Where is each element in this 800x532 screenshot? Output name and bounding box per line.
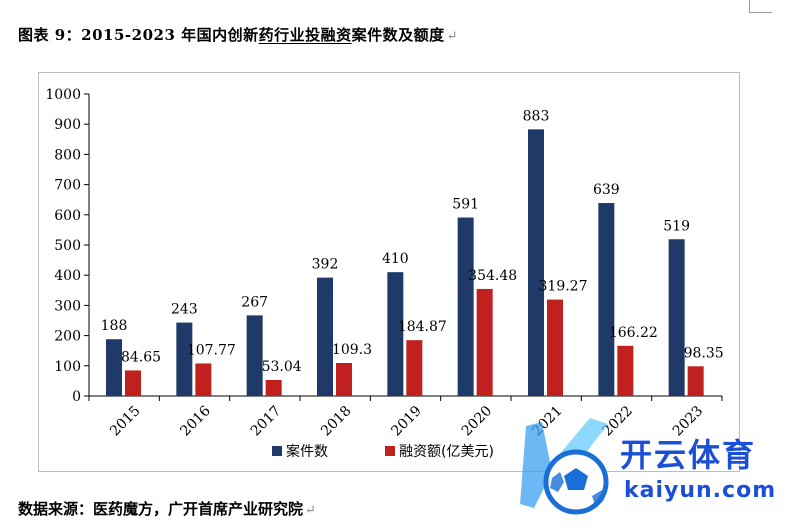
x-tick-label: 2019 <box>388 403 425 440</box>
y-tick-label: 600 <box>54 208 81 224</box>
bar-amount-2016 <box>195 363 212 396</box>
legend-swatch-cases <box>272 446 282 456</box>
bar-cases-2019 <box>387 272 404 396</box>
watermark-ball-icon <box>520 418 609 515</box>
data-label-cases: 519 <box>663 218 690 234</box>
x-tick-label: 2015 <box>107 403 144 440</box>
data-label-cases: 591 <box>452 197 479 213</box>
y-tick-label: 800 <box>54 147 81 163</box>
bar-amount-2023 <box>687 366 704 396</box>
data-label-amount: 109.3 <box>332 342 372 358</box>
data-label-cases: 392 <box>312 257 339 273</box>
data-label-amount: 53.04 <box>262 359 302 375</box>
data-label-amount: 98.35 <box>684 345 724 361</box>
data-label-amount: 107.77 <box>187 342 236 358</box>
data-label-amount: 84.65 <box>121 349 161 365</box>
bar-cases-2016 <box>176 322 193 396</box>
figure-title-underlined: 药行业投融资 <box>258 26 352 44</box>
y-tick-label: 100 <box>54 359 81 375</box>
x-tick-label: 2017 <box>248 403 285 440</box>
legend-swatch-amount <box>385 446 395 456</box>
return-mark-icon: ↵ <box>446 29 459 44</box>
data-label-amount: 166.22 <box>609 325 658 341</box>
bar-cases-2015 <box>106 339 122 396</box>
y-tick-label: 900 <box>54 117 81 133</box>
x-tick-label: 2016 <box>177 403 214 440</box>
figure-title-suffix: 案件数及额度 <box>351 26 445 44</box>
data-label-cases: 883 <box>523 108 550 124</box>
bar-cases-2021 <box>528 129 544 397</box>
bar-amount-2021 <box>547 299 563 396</box>
y-tick-label: 500 <box>54 238 81 254</box>
figure-title-prefix: 图表 9：2015-2023 年国内创新 <box>18 26 259 44</box>
data-label-cases: 639 <box>593 182 620 198</box>
data-label-cases: 188 <box>101 318 128 334</box>
source-note: 数据来源：医药魔方，广开首席产业研究院 ↵ <box>18 498 316 519</box>
data-label-amount: 184.87 <box>398 319 447 335</box>
figure-title: 图表 9：2015-2023 年国内创新药行业投融资案件数及额度 ↵ <box>18 24 458 45</box>
y-tick-label: 400 <box>54 268 81 284</box>
y-tick-label: 0 <box>72 389 81 405</box>
watermark-text-cn: 开云体育 <box>620 436 757 474</box>
x-tick-label: 2018 <box>318 403 355 440</box>
bar-cases-2018 <box>317 277 333 396</box>
data-label-cases: 267 <box>241 294 268 310</box>
data-label-amount: 319.27 <box>539 279 588 295</box>
bar-amount-2020 <box>476 288 493 396</box>
bar-cases-2022 <box>598 203 615 396</box>
y-tick-label: 1000 <box>45 87 81 103</box>
y-tick-label: 300 <box>54 298 81 314</box>
y-tick-label: 700 <box>54 178 81 194</box>
chart-legend: 案件数 融资额(亿美元) <box>272 443 494 460</box>
source-text: 数据来源：医药魔方，广开首席产业研究院 <box>18 500 304 518</box>
bar-cases-2017 <box>246 315 263 396</box>
chart-bars <box>106 129 704 397</box>
bar-amount-2018 <box>336 362 352 396</box>
bar-amount-2017 <box>265 379 282 396</box>
data-label-cases: 243 <box>171 302 198 318</box>
corner-crop-mark <box>749 0 772 13</box>
bar-amount-2022 <box>617 345 634 396</box>
legend-label-amount: 融资额(亿美元) <box>399 444 494 460</box>
watermark-logo: 开云体育 kaiyun.com <box>512 408 800 532</box>
x-tick-label: 2020 <box>459 403 496 440</box>
y-tick-label: 200 <box>54 329 81 345</box>
bar-amount-2015 <box>125 370 141 396</box>
watermark-text-en: kaiyun.com <box>624 478 777 503</box>
return-mark-icon: ↵ <box>305 503 316 518</box>
data-label-cases: 410 <box>382 251 409 267</box>
bar-amount-2019 <box>406 340 423 396</box>
legend-label-cases: 案件数 <box>286 443 328 460</box>
chart-data-labels: 188 84.65 243 107.77 267 53.04 392 109.3 410 184.… <box>101 108 724 375</box>
bar-cases-2020 <box>457 217 474 396</box>
bar-cases-2023 <box>668 239 685 396</box>
data-label-amount: 354.48 <box>468 268 517 284</box>
